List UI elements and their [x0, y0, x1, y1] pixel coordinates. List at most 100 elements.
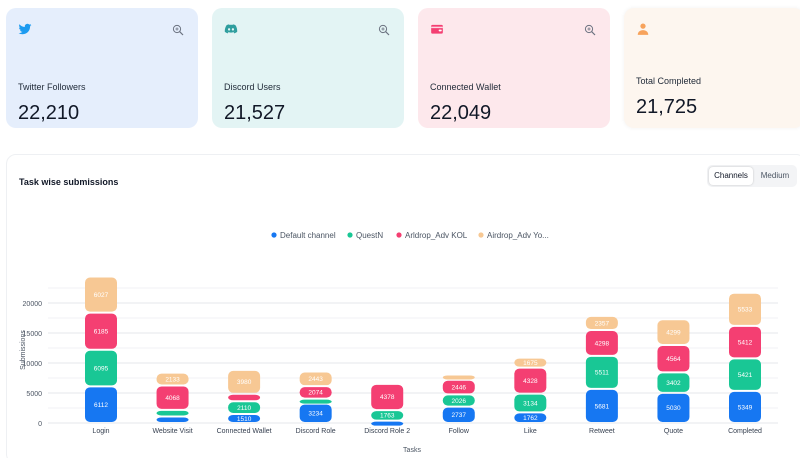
y-tick-label: 10000: [23, 361, 43, 368]
bar-value-label: 2110: [237, 405, 251, 412]
legend-marker: [396, 232, 402, 238]
bar-segment: [729, 326, 761, 358]
legend-label: Arldrop_Adv KOL: [405, 231, 468, 240]
x-tick-label: Website Visit: [152, 428, 192, 435]
card-label: Connected Wallet: [430, 82, 501, 92]
bar-segment: [585, 331, 618, 355]
bar-segment: [299, 372, 332, 386]
bar-segment: [442, 395, 475, 406]
bar-segment: [156, 410, 189, 416]
x-axis-title: Tasks: [403, 447, 421, 454]
bar-value-label: 3234: [308, 411, 323, 418]
bar-value-label: 3134: [523, 400, 538, 407]
x-tick-label: Retweet: [589, 428, 615, 435]
bar-value-label: 2446: [452, 384, 467, 391]
connected-wallet-card[interactable]: Connected Wallet 22,049: [418, 8, 610, 128]
discord-users-card[interactable]: Discord Users 21,527: [212, 8, 404, 128]
bar-segment: [85, 350, 117, 386]
bar-segment: [299, 387, 332, 398]
bar-value-label: 4298: [595, 340, 610, 347]
bar-segment: [514, 413, 547, 422]
legend-label: QuestN: [356, 231, 383, 240]
bar-segment: [514, 368, 547, 393]
bar-value-label: 5421: [738, 372, 753, 379]
view-toggle: Channels Medium: [707, 165, 797, 187]
bar-value-label: 1763: [380, 413, 395, 420]
legend-label: Default channel: [280, 231, 336, 240]
bar-value-label: 3980: [237, 379, 252, 386]
bar-segment: [228, 370, 261, 393]
bar-value-label: 6112: [94, 402, 108, 409]
bar-value-label: 2074: [308, 390, 323, 397]
legend-marker: [271, 232, 277, 238]
bar-segment: [442, 380, 475, 394]
bar-segment: [585, 316, 618, 330]
bar-value-label: 2737: [452, 412, 467, 419]
bar-segment: [299, 399, 332, 404]
zoom-icon[interactable]: [172, 24, 184, 36]
bar-value-label: 4068: [165, 395, 180, 402]
x-tick-label: Login: [92, 428, 109, 435]
bar-segment: [442, 407, 475, 422]
bar-segment: [657, 393, 690, 422]
user-icon: [637, 23, 649, 35]
wallet-icon: [431, 24, 443, 34]
bar-value-label: 1510: [237, 416, 252, 423]
card-label: Total Completed: [636, 76, 702, 86]
bar-segment: [657, 373, 690, 392]
y-tick-label: 5000: [26, 391, 42, 398]
zoom-icon[interactable]: [584, 24, 596, 36]
card-value: 21,725: [636, 96, 698, 118]
bar-value-label: 1675: [523, 360, 538, 367]
bar-segment: [156, 417, 189, 422]
medium-tab[interactable]: Medium: [760, 171, 790, 180]
bar-segment: [729, 359, 761, 390]
x-tick-label: Like: [524, 428, 537, 435]
bar-segment: [299, 404, 332, 422]
card-value: 22,210: [18, 102, 80, 124]
bar-segment: [228, 394, 261, 401]
bar-value-label: 5412: [738, 339, 753, 346]
bar-segment: [85, 277, 117, 312]
legend-marker: [478, 232, 484, 238]
bar-segment: [442, 375, 475, 380]
bar-value-label: 4564: [666, 356, 681, 363]
card-label: Twitter Followers: [18, 82, 86, 92]
bar-value-label: 5349: [738, 404, 753, 411]
bar-segment: [657, 346, 690, 372]
bar-segment: [729, 391, 761, 422]
bar-segment: [85, 313, 117, 349]
x-tick-label: Follow: [449, 428, 470, 435]
twitter-followers-card[interactable]: Twitter Followers 22,210: [6, 8, 198, 128]
bar-value-label: 6027: [94, 292, 109, 299]
bar-segment: [729, 293, 761, 325]
bar-value-label: 2357: [595, 320, 610, 327]
bar-value-label: 5533: [738, 307, 753, 314]
x-tick-label: Discord Role 2: [364, 428, 410, 435]
bar-segment: [585, 389, 618, 422]
bar-value-label: 4378: [380, 394, 395, 401]
bar-segment: [156, 373, 189, 385]
channels-tab[interactable]: Channels: [709, 167, 753, 185]
bar-value-label: 3402: [666, 380, 681, 387]
bar-value-label: 6185: [94, 329, 109, 336]
bar-segment: [371, 421, 404, 426]
legend-marker: [347, 232, 353, 238]
bar-segment: [657, 320, 690, 345]
panel-title: Task wise submissions: [19, 177, 119, 187]
bar-segment: [371, 411, 404, 420]
bar-segment: [585, 356, 618, 388]
x-tick-label: Quote: [664, 428, 683, 435]
y-axis-title: Submissions: [20, 330, 27, 370]
total-completed-card[interactable]: Total Completed 21,725: [624, 8, 800, 128]
bar-value-label: 5030: [666, 405, 681, 412]
bar-value-label: 4328: [523, 378, 538, 385]
y-tick-label: 15000: [23, 331, 43, 338]
bar-segment: [228, 414, 261, 422]
x-tick-label: Discord Role: [296, 428, 336, 435]
twitter-icon: [18, 23, 32, 35]
zoom-icon[interactable]: [378, 24, 390, 36]
bar-value-label: 5681: [595, 403, 610, 410]
bar-segment: [371, 384, 404, 410]
